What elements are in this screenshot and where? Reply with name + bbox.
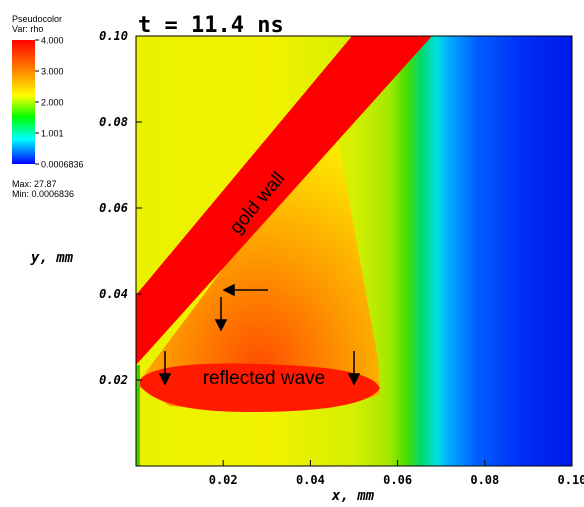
x-tick-label: 0.02 [209,473,238,487]
x-tick-label: 0.04 [296,473,325,487]
y-tick-label: 0.06 [99,201,128,215]
x-axis: 0.02 0.04 0.06 0.08 0.10 [209,460,584,487]
colorbar [12,40,35,164]
legend-level-label: 3.000 [41,67,64,77]
reflected-wave-region [138,363,380,412]
colorbar-legend: Pseudocolor Var: rho 4.000 3.000 2.000 1.00… [12,14,84,199]
y-tick-label: 0.04 [99,287,128,301]
x-axis-label: x, mm [331,488,375,504]
arrow-down-top [214,297,228,332]
legend-level-label: 0.0006836 [41,160,84,170]
legend-max: Max: 27.87 [12,179,57,189]
legend-level-label: 1.001 [41,129,64,139]
arrow-down-left [158,351,172,386]
legend-level-label: 2.000 [41,98,64,108]
y-tick-label: 0.02 [99,373,128,387]
y-axis-label: y, mm [30,250,74,266]
x-tick-label: 0.10 [558,473,584,487]
x-tick-label: 0.06 [383,473,412,487]
y-axis: 0.02 0.04 0.06 0.08 0.10 [99,29,142,387]
legend-min: Min: 0.0006836 [12,189,74,199]
legend-variable: Var: rho [12,24,43,34]
left-edge-strip [136,365,140,466]
plot-frame [135,35,573,467]
legend-heading: Pseudocolor [12,14,62,24]
reflected-wave-label: reflected wave [203,368,326,389]
arrow-left-top [222,283,268,297]
y-tick-label: 0.10 [99,29,128,43]
arrow-down-right [347,351,361,386]
x-tick-label: 0.08 [470,473,499,487]
y-tick-label: 0.08 [99,115,128,129]
compressed-region [136,120,380,412]
arrows [158,283,361,386]
gold-wall-band [136,36,432,365]
legend-level-label: 4.000 [41,36,64,46]
density-field [136,36,572,466]
chart-title: t = 11.4 ns [138,13,284,38]
